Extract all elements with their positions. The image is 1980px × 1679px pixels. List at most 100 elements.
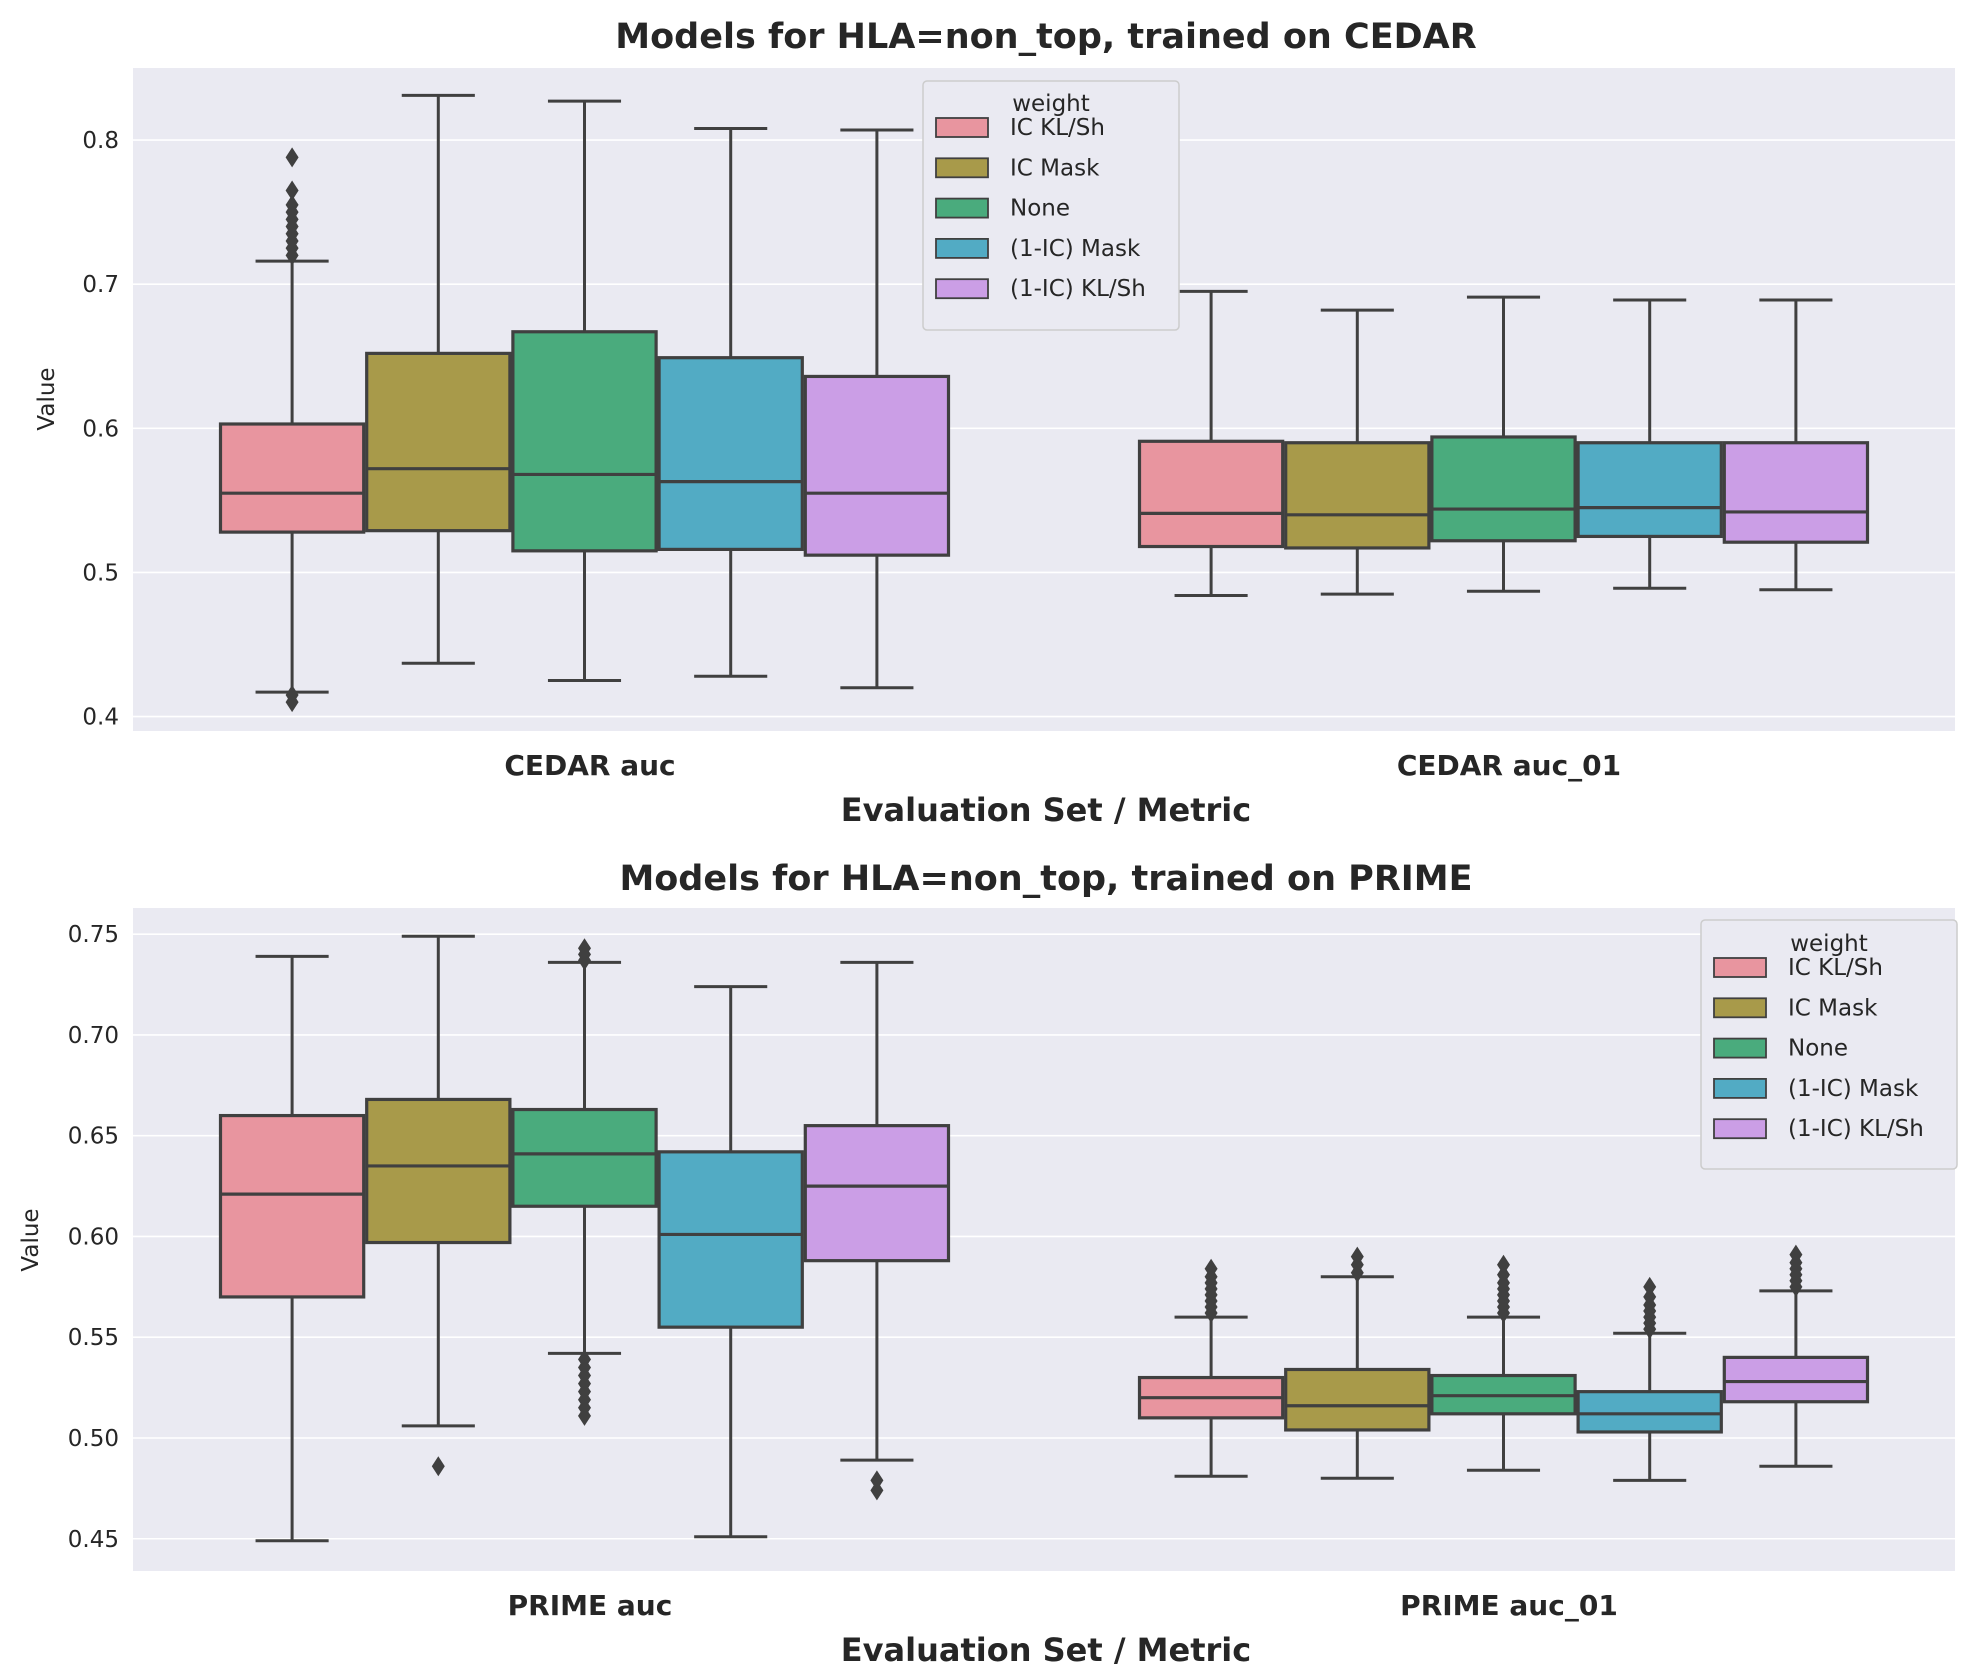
category-label: CEDAR auc_01	[1397, 749, 1621, 782]
box-5-2	[1722, 298, 1870, 592]
box-body	[657, 1150, 804, 1329]
legend-label: IC KL/Sh	[1010, 115, 1105, 141]
box-body	[803, 374, 951, 557]
panel-title: Models for HLA=non_top, trained on CEDAR	[615, 17, 1476, 57]
boxes	[218, 934, 1870, 1543]
box-body	[1576, 441, 1723, 539]
outlier-marker	[1789, 1244, 1803, 1265]
legend-swatch	[935, 237, 989, 259]
outlier-marker	[285, 147, 299, 168]
legend-swatch	[1713, 1037, 1767, 1059]
y-tick-label: 0.8	[82, 128, 119, 154]
box-2-2	[1284, 308, 1431, 596]
legend-items: IC KL/Sh IC Mask None (1-IC) Mask (1-IC) KL/…	[935, 115, 1146, 302]
outlier-marker	[1643, 1276, 1657, 1297]
box-body	[1284, 441, 1431, 550]
box-1-2	[1137, 1258, 1285, 1478]
category-label: PRIME auc	[508, 1589, 673, 1622]
legend-label: None	[1788, 1036, 1848, 1062]
outlier-marker	[1643, 1286, 1657, 1307]
box-1-2	[1137, 289, 1285, 598]
legend-label: IC Mask	[1010, 155, 1100, 181]
y-tick-labels: 0.45 0.50 0.55 0.60 0.65 0.70 0.75	[68, 922, 119, 1553]
legend-items: IC KL/Sh IC Mask None (1-IC) Mask (1-IC) KL/…	[1713, 955, 1924, 1142]
x-axis-label: Evaluation Set / Metric	[841, 791, 1251, 829]
box-5-1	[803, 128, 951, 690]
y-tick-label: 0.4	[82, 705, 119, 731]
outlier-marker	[431, 1456, 445, 1477]
legend-swatch	[1713, 997, 1767, 1019]
box-2-2	[1284, 1246, 1431, 1480]
boxes	[218, 93, 1870, 713]
box-5-2	[1722, 1244, 1870, 1468]
outlier-marker	[1204, 1258, 1218, 1279]
box-4-1	[657, 127, 804, 678]
box-body	[1284, 1367, 1431, 1432]
legend: weight IC KL/Sh IC Mask None (1-IC) Mask (1-…	[922, 80, 1180, 331]
legend: weight IC KL/Sh IC Mask None (1-IC) Mask (1-…	[1700, 919, 1958, 1170]
y-tick-label: 0.75	[68, 922, 119, 948]
legend-label: (1-IC) Mask	[1788, 1076, 1919, 1102]
y-tick-label: 0.7	[82, 272, 119, 298]
outlier-marker	[1350, 1246, 1364, 1267]
box-body	[365, 1097, 512, 1245]
box-3-2	[1430, 295, 1577, 593]
y-axis-label: Value	[34, 367, 60, 430]
box-body	[218, 422, 366, 534]
outlier-marker	[870, 1470, 884, 1491]
legend-swatch	[935, 197, 989, 219]
box-4-2	[1576, 298, 1723, 590]
y-tick-label: 0.45	[68, 1527, 119, 1553]
box-3-1	[511, 99, 658, 683]
legend-swatch	[1713, 957, 1767, 978]
box-body	[511, 1107, 658, 1208]
legend-label: (1-IC) Mask	[1010, 236, 1141, 262]
box-3-2	[1430, 1254, 1577, 1472]
category-label: PRIME auc_01	[1400, 1589, 1618, 1622]
outlier-marker	[1497, 1254, 1510, 1275]
outlier-marker	[578, 938, 591, 959]
legend-swatch	[935, 278, 989, 300]
y-tick-label: 0.6	[82, 416, 119, 442]
box-body	[511, 330, 658, 553]
box-body	[1722, 441, 1870, 544]
box-body	[1576, 1390, 1723, 1434]
box-body	[1137, 439, 1285, 549]
box-2-1	[365, 93, 512, 665]
panel-prime: Models for HLA=non_top, trained on PRIME…	[18, 859, 1958, 1669]
box-2-1	[365, 934, 512, 1477]
category-label: CEDAR auc	[504, 749, 675, 782]
y-tick-label: 0.60	[68, 1224, 119, 1250]
legend-label: (1-IC) KL/Sh	[1010, 276, 1146, 302]
outlier-marker	[285, 684, 299, 705]
box-4-1	[657, 985, 804, 1539]
legend-swatch	[935, 117, 989, 138]
box-body	[1430, 435, 1577, 543]
x-axis-label: Evaluation Set / Metric	[841, 1631, 1251, 1669]
legend-frame	[1700, 919, 1958, 1170]
box-body	[365, 351, 512, 533]
box-body	[803, 1124, 951, 1263]
panel-title: Models for HLA=non_top, trained on PRIME	[619, 859, 1472, 899]
y-axis-label: Value	[18, 1208, 44, 1271]
box-5-1	[803, 960, 951, 1501]
legend-title: weight	[1012, 91, 1090, 117]
legend-swatch	[1713, 1078, 1767, 1099]
outlier-marker	[870, 1480, 884, 1501]
y-tick-labels: 0.4 0.5 0.6 0.7 0.8	[82, 128, 119, 731]
legend-swatch	[935, 157, 989, 179]
box-body	[1722, 1355, 1870, 1404]
box-body	[657, 356, 804, 551]
legend-label: (1-IC) KL/Sh	[1788, 1116, 1924, 1142]
box-3-1	[511, 938, 658, 1426]
y-tick-label: 0.70	[68, 1023, 119, 1049]
outlier-marker	[578, 1349, 591, 1370]
y-tick-label: 0.5	[82, 560, 119, 586]
box-body	[218, 1113, 366, 1299]
legend-frame	[922, 80, 1180, 331]
y-tick-label: 0.50	[68, 1426, 119, 1452]
outlier-marker	[285, 194, 299, 215]
y-tick-label: 0.65	[68, 1124, 119, 1150]
legend-title: weight	[1790, 931, 1868, 957]
